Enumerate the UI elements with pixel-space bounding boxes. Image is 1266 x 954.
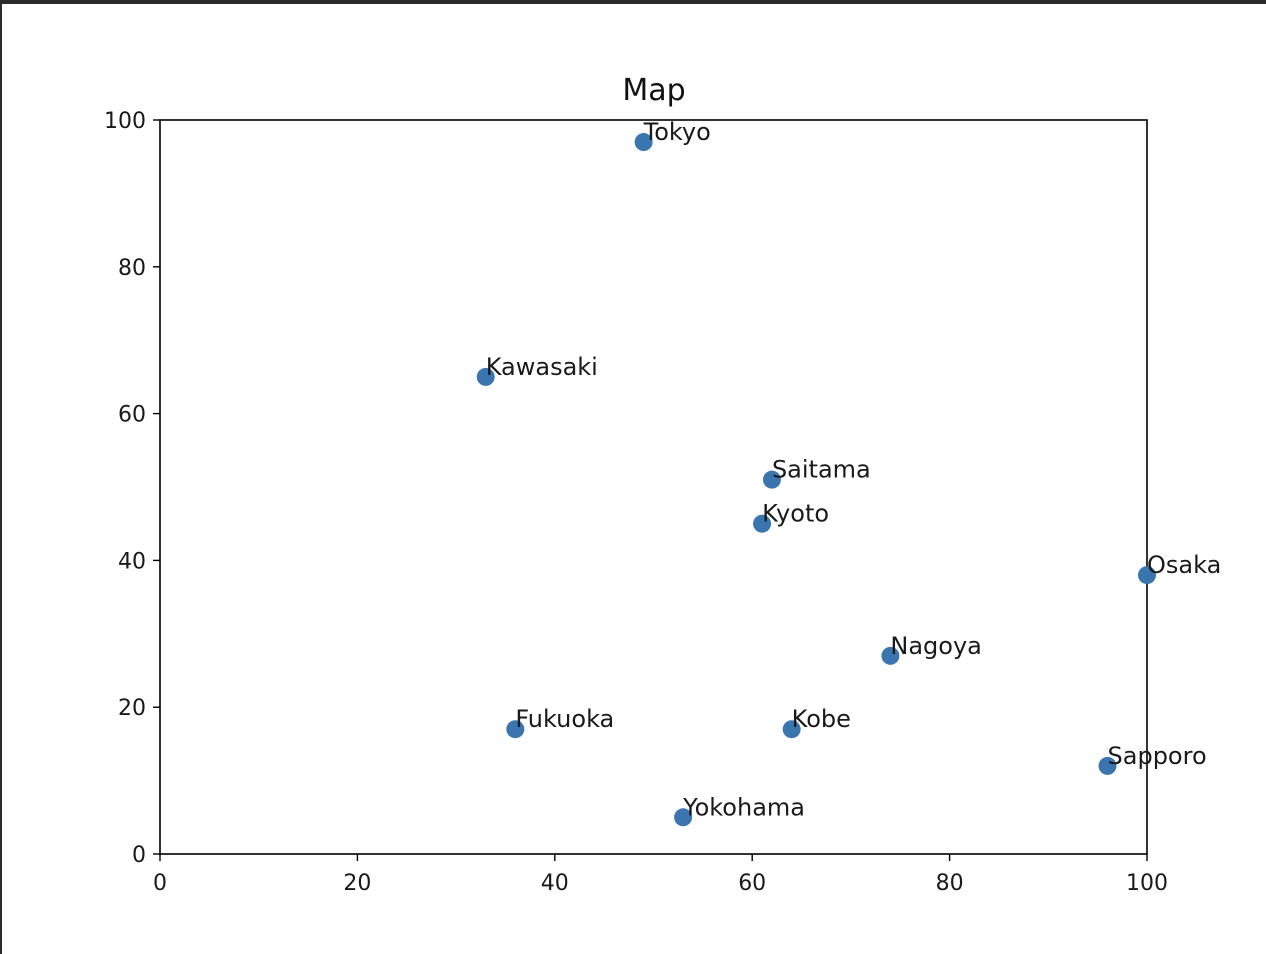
scatter-point [1098,756,1117,775]
point-label: Saitama [772,456,871,484]
point-label: Tokyo [643,118,711,146]
point-label: Kobe [792,705,851,733]
scatter-point [634,133,653,152]
scatter-chart: Map 0 20 40 60 80 100 0 20 40 60 80 100 Tokyo Kawasa… [104,73,1221,896]
axes: 0 20 40 60 80 100 0 20 40 60 80 100 [104,109,1168,896]
point-label: Yokohama [682,793,805,821]
scatter-point [674,808,693,827]
x-tick-label: 100 [1126,871,1168,896]
point-label: Fukuoka [515,705,614,733]
figure: Map 0 20 40 60 80 100 0 20 40 60 80 100 Tokyo Kawasa… [2,4,1266,954]
scatter-point [1138,566,1156,585]
y-tick-label: 0 [132,843,146,868]
x-tick-label: 80 [936,871,964,896]
scatter-point [782,720,801,739]
point-label: Sapporo [1108,742,1207,770]
x-tick-label: 0 [153,871,167,896]
point-label: Osaka [1147,551,1221,579]
scatter-point [476,367,495,386]
chart-title: Map [622,73,685,108]
point-label: Nagoya [890,632,982,660]
x-tick-label: 60 [738,871,766,896]
scatter-point [506,720,525,739]
scatter-point [881,646,900,665]
scatter-point [753,514,772,533]
x-tick-label: 20 [343,871,371,896]
point-label: Kyoto [762,500,829,528]
x-tick-label: 40 [541,871,569,896]
y-tick-label: 80 [118,256,146,281]
y-tick-label: 60 [118,403,146,428]
point-label: Kawasaki [486,353,598,381]
y-tick-label: 40 [118,549,146,574]
points-layer: Tokyo Kawasaki Saitama Kyoto Osaka Nagoya Fuku… [476,118,1221,827]
plot-frame [159,119,1148,855]
scatter-point [762,470,781,489]
y-tick-label: 100 [104,109,146,134]
y-tick-label: 20 [118,696,146,721]
